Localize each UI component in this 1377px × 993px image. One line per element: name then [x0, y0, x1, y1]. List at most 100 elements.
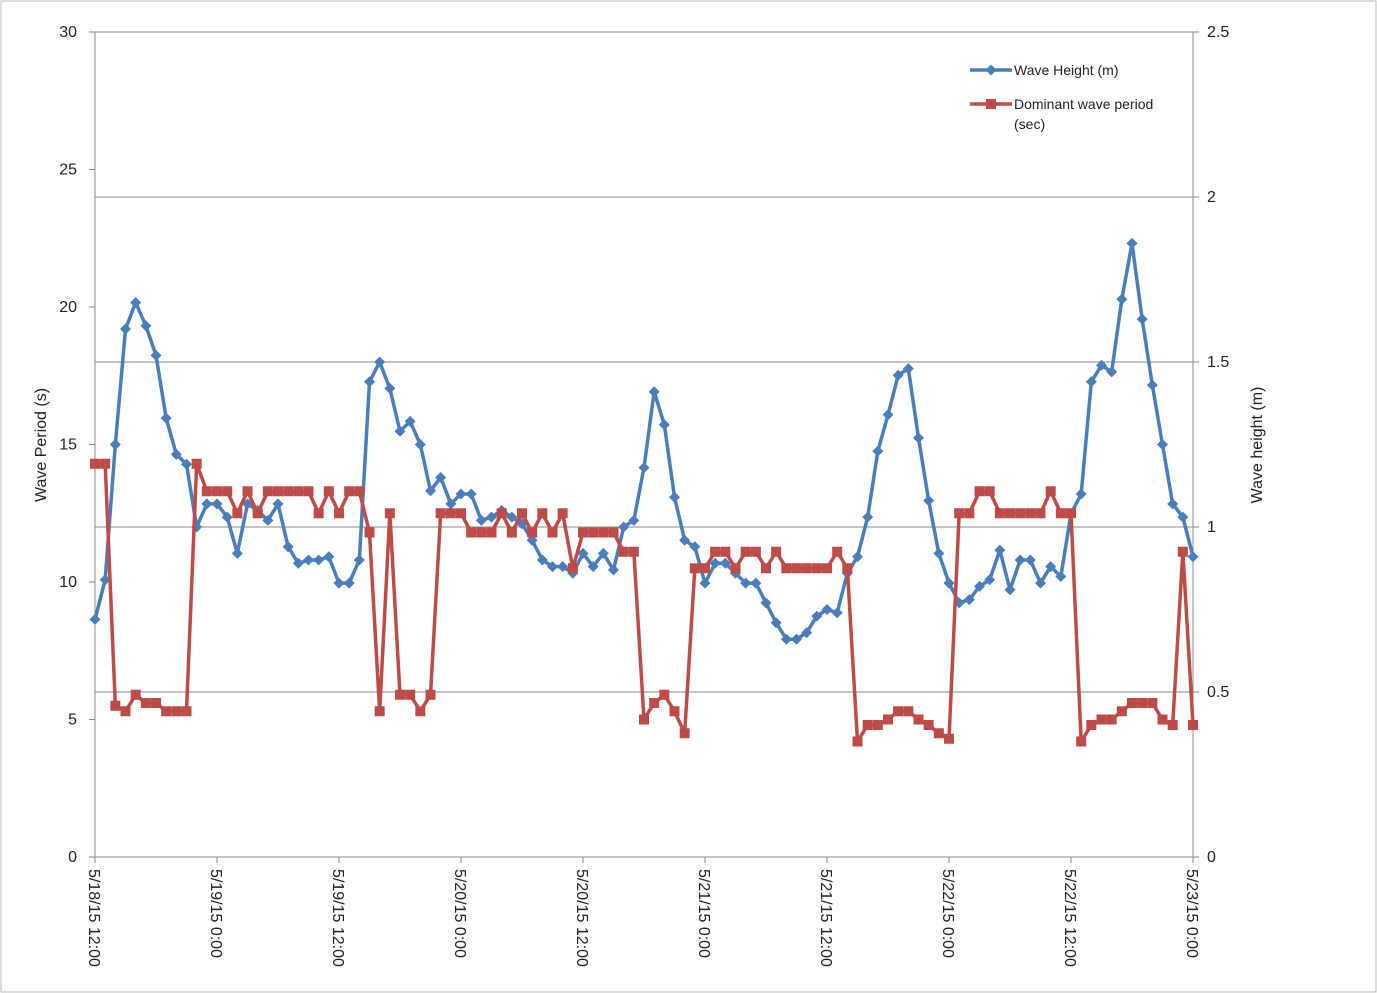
marker [130, 689, 141, 700]
y-tick-label: 5 [68, 712, 77, 729]
marker [99, 574, 111, 586]
marker [679, 728, 690, 739]
marker [1096, 359, 1107, 371]
marker [303, 554, 314, 566]
marker [374, 356, 386, 368]
marker [262, 514, 274, 526]
marker [831, 607, 843, 619]
marker [944, 733, 954, 744]
marker [1025, 508, 1036, 519]
marker [557, 561, 569, 573]
marker [760, 597, 772, 609]
y2-tick-label: 2.5 [1207, 24, 1229, 41]
marker [598, 527, 609, 538]
marker [597, 547, 609, 559]
marker [151, 698, 161, 708]
marker [689, 563, 700, 574]
marker [1126, 237, 1138, 249]
marker [1014, 554, 1026, 566]
marker [231, 547, 243, 559]
marker [608, 564, 619, 576]
marker [333, 577, 345, 589]
y-tick-label: 15 [59, 437, 77, 454]
marker [720, 546, 731, 557]
marker [313, 508, 324, 519]
marker [618, 546, 629, 557]
marker [740, 546, 751, 557]
legend-icon [970, 64, 1012, 76]
marker [699, 577, 711, 589]
marker [476, 527, 487, 538]
marker [517, 508, 527, 519]
marker [1015, 508, 1026, 519]
marker [1106, 714, 1117, 725]
marker [669, 491, 680, 503]
marker [140, 320, 152, 332]
marker [902, 363, 914, 375]
marker [455, 488, 467, 500]
marker [445, 508, 456, 519]
marker [364, 527, 375, 538]
marker [852, 736, 863, 747]
marker [771, 546, 782, 557]
marker [1085, 376, 1097, 388]
marker [1188, 720, 1198, 730]
marker [343, 577, 355, 589]
marker [852, 551, 863, 563]
marker [1075, 488, 1087, 500]
marker [1146, 379, 1158, 391]
y-axis-title: Wave Period (s) [33, 388, 50, 502]
legend-item: Wave Height (m) [968, 60, 1158, 80]
marker [384, 382, 396, 394]
marker [1177, 546, 1188, 557]
marker [608, 527, 619, 538]
marker [211, 498, 223, 510]
marker [903, 706, 914, 717]
marker [1004, 584, 1016, 596]
marker [435, 508, 446, 519]
y2-axis-title: Wave height (m) [1249, 387, 1266, 504]
marker [323, 486, 334, 497]
marker [191, 458, 202, 469]
marker [963, 594, 975, 606]
marker [415, 706, 426, 717]
marker [221, 511, 233, 523]
marker [986, 99, 996, 109]
marker [1187, 551, 1199, 563]
marker [506, 527, 517, 538]
marker [1005, 508, 1015, 519]
marker [719, 557, 731, 569]
marker [1136, 313, 1148, 325]
legend-icon [970, 99, 1012, 109]
marker [262, 486, 273, 497]
marker [130, 297, 142, 309]
marker [648, 386, 660, 398]
marker [425, 689, 436, 700]
marker [414, 439, 426, 450]
marker [232, 508, 243, 519]
y2-tick-label: 0 [1207, 849, 1216, 866]
marker [639, 714, 649, 725]
marker [404, 415, 416, 427]
marker [384, 508, 395, 519]
marker [882, 409, 894, 421]
marker [445, 498, 457, 510]
marker [405, 689, 416, 700]
marker [1177, 511, 1189, 523]
marker [181, 706, 192, 717]
marker [89, 613, 101, 625]
marker [395, 689, 405, 700]
marker [1106, 366, 1118, 378]
marker [1076, 736, 1087, 747]
x-tick-label: 5/19/15 0:00 [207, 869, 224, 958]
legend-item: Dominant wave period (sec) [968, 94, 1158, 134]
marker [770, 617, 782, 629]
marker [933, 728, 944, 739]
marker [313, 554, 325, 566]
marker [486, 511, 497, 523]
x-tick-label: 5/20/15 0:00 [451, 869, 468, 958]
x-tick-label: 5/21/15 0:00 [695, 869, 712, 958]
marker [567, 563, 578, 574]
